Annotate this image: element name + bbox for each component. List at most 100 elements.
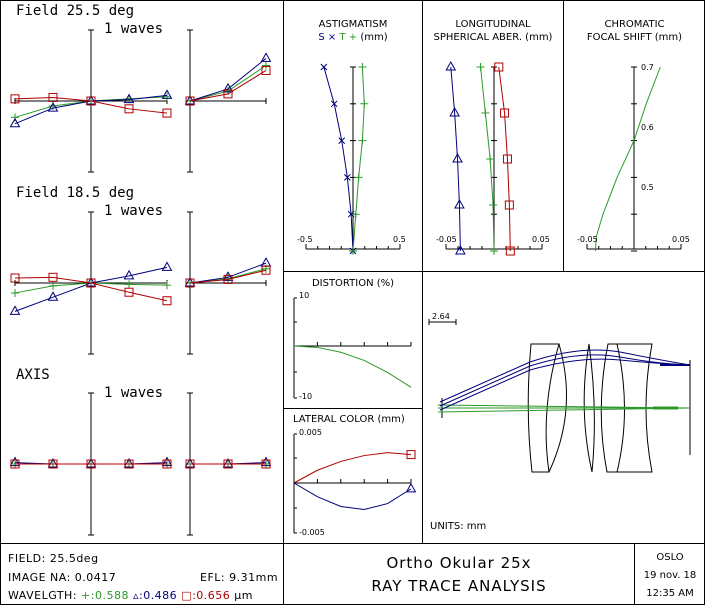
triangle-marker [85, 94, 97, 105]
triangle-marker [222, 457, 234, 468]
triangle-marker [9, 117, 21, 128]
square-marker [48, 92, 58, 102]
triangle-marker [47, 457, 59, 468]
plus-marker [11, 113, 19, 122]
square-marker [124, 104, 134, 114]
x-tick-label: -0.5 [297, 235, 313, 244]
triangle-marker [184, 94, 196, 105]
chromatic-subtitle: FOCAL SHIFT (mm) [586, 32, 683, 43]
square-marker [86, 96, 96, 106]
lateral-color-0.486 [293, 482, 412, 510]
legend-t: T + [339, 32, 358, 43]
sagittal-fan-red [189, 70, 267, 102]
spherical-aber-subtitle: SPHERICAL ABER. (mm) [433, 32, 553, 43]
ray-fan-scale-1: 1 waves [104, 21, 164, 37]
triangle-marker [260, 52, 272, 62]
square-marker [505, 246, 515, 256]
triangle-marker [452, 152, 463, 163]
tangential-fan-red [14, 96, 168, 114]
lens-name: Ortho Okular 25x [386, 554, 532, 572]
square-marker [124, 287, 134, 297]
square-marker [500, 108, 510, 118]
square-marker [223, 274, 233, 284]
plus-marker [262, 61, 270, 70]
astigmatism-legend: S × T + (mm) [284, 33, 422, 43]
triangle-marker [222, 82, 234, 93]
plus-marker [349, 247, 357, 255]
triangle-marker [85, 457, 97, 468]
y-tick-label: 0.6 [641, 123, 654, 132]
ray-fan-scale-2: 1 waves [104, 203, 164, 219]
square-marker [502, 154, 512, 164]
chief-ray-lower [439, 358, 691, 411]
triangle-marker [123, 457, 135, 468]
wavelength-label: WAVELGTH: [8, 589, 78, 602]
square-marker [261, 65, 271, 75]
triangle-marker [222, 271, 234, 281]
triangle-marker [161, 89, 173, 99]
plus-marker [358, 63, 367, 71]
y-tick-label: 10 [299, 291, 310, 300]
legend-units: (mm) [360, 32, 388, 43]
x-marker [330, 100, 338, 108]
x-marker [344, 174, 351, 181]
analysis-title: RAY TRACE ANALYSIS [371, 577, 547, 595]
plus-marker [351, 210, 360, 219]
square-marker [261, 265, 271, 275]
triangle-marker [449, 106, 460, 117]
square-marker [185, 278, 195, 288]
x-tick-label: -0.05 [436, 235, 457, 244]
plus-marker [360, 99, 369, 108]
chief-ray-upper [439, 349, 691, 403]
square-marker [223, 459, 233, 469]
square-marker [162, 459, 172, 469]
x-marker [338, 137, 346, 144]
square-marker [162, 108, 172, 118]
sagittal-fan-blue [189, 262, 267, 284]
triangle-marker-icon: ▵ [132, 589, 139, 602]
layout-scale-label: 2.64 [432, 312, 450, 321]
lens-element-1-cemented [548, 343, 567, 473]
x-marker [347, 210, 355, 218]
series-S [323, 66, 354, 252]
series-0.486 [450, 66, 461, 252]
footer-field: FIELD: 25.5deg [8, 552, 99, 565]
plus-marker-icon: + [81, 589, 91, 602]
square-marker [86, 459, 96, 469]
wavelength-green: +:0.588 [81, 589, 129, 602]
square-marker [223, 89, 233, 99]
ray-fan-title-1: Field 25.5 deg [16, 3, 135, 19]
triangle-marker [405, 482, 417, 493]
x-tick-label: 0.5 [393, 235, 406, 244]
lens-element-3 [600, 343, 653, 473]
triangle-marker [260, 456, 272, 467]
triangle-marker [85, 276, 97, 287]
lateral-color-title: LATERAL COLOR (mm) [293, 414, 405, 425]
layout-units-label: UNITS: mm [430, 521, 487, 532]
plus-marker [11, 288, 19, 297]
legend-s: S × [318, 32, 337, 43]
square-marker [48, 459, 58, 469]
plus-marker [489, 201, 498, 209]
triangle-marker [47, 291, 59, 301]
triangle-marker [9, 456, 21, 467]
square-marker [124, 459, 134, 469]
plus-marker [125, 280, 133, 289]
square-marker [10, 94, 20, 104]
square-marker [494, 62, 504, 72]
tangential-fan-red [14, 276, 168, 302]
axial-rays [437, 404, 691, 413]
square-marker [185, 96, 195, 106]
triangle-marker [47, 102, 59, 112]
triangle-marker [184, 276, 196, 287]
date: 19 nov. 18 [643, 570, 697, 581]
plus-marker [481, 109, 490, 117]
y-tick-label: 0.005 [299, 428, 322, 437]
triangle-marker [445, 60, 457, 71]
triangle-marker [455, 244, 466, 255]
series-focal shift [594, 66, 661, 252]
footer-efl: EFL: 9.31mm [200, 571, 279, 584]
triangle-marker [161, 456, 173, 467]
square-marker [406, 450, 416, 460]
